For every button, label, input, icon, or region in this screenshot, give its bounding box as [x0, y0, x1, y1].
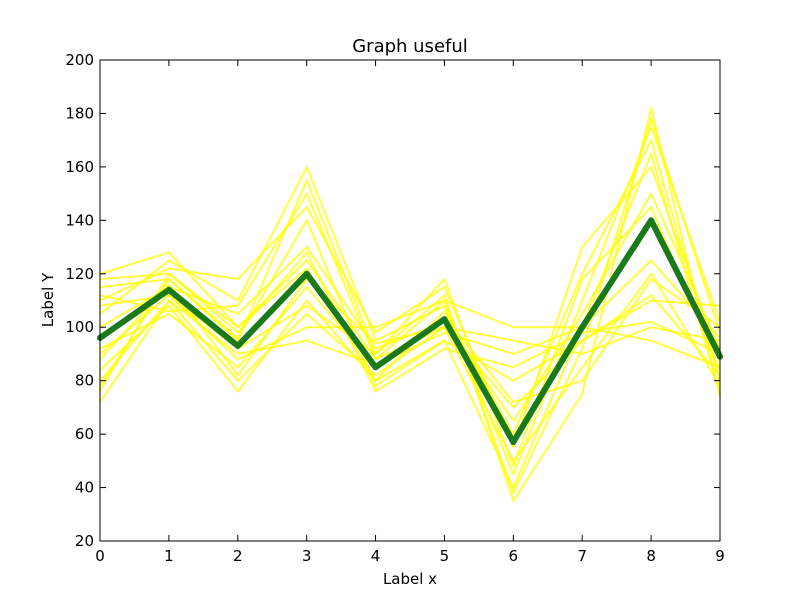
- highlight-point: [510, 439, 517, 446]
- y-tick-label: 200: [65, 51, 94, 69]
- background-series-line: [99, 206, 721, 468]
- background-series-group: [99, 107, 721, 502]
- x-tick-label: 0: [95, 547, 105, 565]
- x-tick-label: 6: [509, 547, 519, 565]
- x-tick-label: 4: [371, 547, 381, 565]
- background-series-line: [99, 251, 721, 393]
- background-series-line: [99, 117, 721, 494]
- highlight-point: [441, 316, 448, 323]
- highlight-point: [372, 364, 379, 371]
- background-series-line: [99, 278, 721, 409]
- x-tick-label: 2: [233, 547, 243, 565]
- y-tick-label: 60: [75, 425, 94, 443]
- x-tick-label: 3: [302, 547, 312, 565]
- background-series-line: [99, 259, 721, 382]
- x-tick-label: 5: [440, 547, 450, 565]
- highlight-point: [579, 324, 586, 331]
- x-tick-label: 1: [164, 547, 174, 565]
- y-tick-label: 40: [75, 479, 94, 497]
- plot-frame: [99, 59, 721, 542]
- highlight-point: [303, 270, 310, 277]
- y-tick-label: 20: [75, 532, 94, 550]
- highlight-point: [165, 286, 172, 293]
- background-series-line: [99, 107, 721, 502]
- y-tick-label: 120: [65, 265, 94, 283]
- y-tick-label: 180: [65, 104, 94, 122]
- y-tick-label: 100: [65, 318, 94, 336]
- background-series-line: [99, 294, 721, 393]
- background-series-line: [99, 125, 721, 476]
- y-tick-label: 140: [65, 211, 94, 229]
- y-axis-label: Label Y: [39, 272, 57, 327]
- chart-title: Graph useful: [352, 36, 468, 57]
- highlight-point: [648, 217, 655, 224]
- highlight-series-group: [97, 217, 723, 446]
- x-tick-label: 7: [577, 547, 587, 565]
- y-tick-label: 80: [75, 372, 94, 390]
- axis-ticks: 0 1 2 3 4 5 6 7 8 9 20 40 60 80 100 120 140 160 180 200: [65, 51, 724, 565]
- x-tick-label: 9: [715, 547, 725, 565]
- y-tick-label: 160: [65, 158, 94, 176]
- x-tick-label: 8: [646, 547, 656, 565]
- highlight-series-line: [97, 217, 723, 446]
- highlight-point: [234, 342, 241, 349]
- x-axis-label: Label x: [383, 570, 437, 588]
